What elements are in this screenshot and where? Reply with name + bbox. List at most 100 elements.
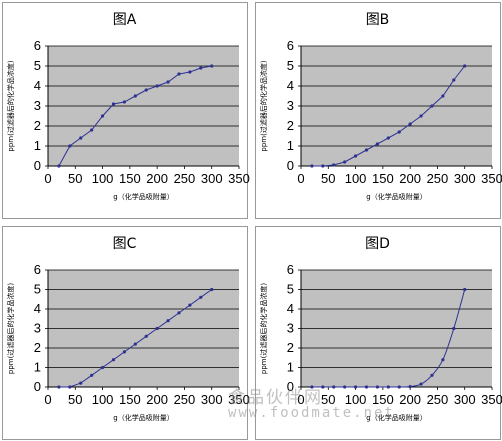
data-point [364,385,369,389]
x-axis-label: g（化学品吸附量） [366,413,426,422]
x-axis-label: g（化学品吸附量） [366,192,426,201]
data-point [166,80,170,84]
data-point [122,350,126,354]
x-tick-label: 100 [92,392,114,407]
data-point [210,287,214,292]
data-point [210,64,214,68]
y-tick-label: 0 [34,379,41,394]
x-tick-label: 150 [372,392,394,407]
x-tick-label: 100 [345,171,367,186]
y-axis-label: ppm(过滤器后的化学品浓度) [259,60,268,151]
y-tick-label: 5 [34,282,41,297]
chart-title: 图D [365,236,390,252]
y-tick-label: 6 [34,38,41,53]
data-point [90,373,94,377]
y-tick-label: 2 [34,340,41,355]
data-point [463,64,467,68]
y-tick-label: 5 [287,282,294,297]
y-tick-label: 3 [34,321,41,336]
data-point [332,163,336,167]
x-tick-label: 0 [44,392,51,407]
y-tick-label: 1 [287,360,294,375]
data-point [155,326,159,331]
x-tick-label: 350 [481,171,502,186]
data-point [343,160,347,164]
x-tick-label: 300 [454,171,476,186]
data-point [364,148,369,152]
data-point [441,94,445,98]
y-tick-label: 4 [34,78,41,93]
x-tick-label: 50 [68,392,82,407]
data-point [90,128,94,132]
y-tick-label: 5 [287,58,294,73]
data-point [353,385,358,389]
x-tick-label: 150 [119,392,141,407]
x-tick-label: 0 [297,392,304,407]
x-tick-label: 150 [372,171,394,186]
data-point [375,142,379,146]
data-point [199,295,203,299]
y-axis-label: ppm(过滤器后的化学品浓度) [6,60,15,151]
data-point [188,70,192,74]
data-point [321,164,325,168]
x-tick-label: 200 [146,171,168,186]
chart-title: 图A [113,12,137,28]
y-tick-label: 6 [287,262,294,277]
x-tick-label: 250 [174,171,196,186]
y-tick-label: 0 [287,379,294,394]
chart-panel-3: 0 1 2 3 4 5 6 0 50 100 150 200 250 300 350 图C g（化学品吸附量） p… [2,226,250,440]
x-tick-label: 300 [454,392,476,407]
y-tick-label: 3 [287,98,294,113]
data-point [133,342,137,346]
data-point [419,382,423,386]
x-tick-label: 50 [68,171,82,186]
data-point [452,326,456,331]
data-point [430,104,434,108]
data-point [430,373,434,377]
data-point [408,385,412,389]
data-point [386,136,390,140]
data-point [408,122,412,126]
x-tick-label: 250 [174,392,196,407]
data-point [79,136,83,140]
x-tick-label: 0 [44,171,51,186]
x-tick-label: 50 [321,392,335,407]
data-point [310,164,314,168]
data-point [68,144,72,148]
y-tick-label: 6 [287,38,294,53]
data-point [133,94,137,98]
x-tick-label: 300 [201,171,223,186]
data-point [166,319,170,323]
x-tick-label: 350 [228,171,250,186]
x-tick-label: 250 [427,171,449,186]
chart-panel-4: 0 1 2 3 4 5 6 0 50 100 150 200 250 300 350 图D g（化学品吸附量） p… [255,226,502,440]
data-point [386,385,390,389]
y-axis-label: ppm(过滤器后的化学品浓度) [6,283,15,374]
chart-panel-1: 0 1 2 3 4 5 6 0 50 100 150 200 250 300 350 图A g（化学品吸附量） p… [2,2,250,219]
x-tick-label: 100 [345,392,367,407]
data-point [343,385,347,389]
y-tick-label: 2 [287,118,294,133]
data-point [463,287,467,292]
data-point [68,385,72,389]
x-tick-label: 50 [321,171,335,186]
y-tick-label: 4 [34,301,41,316]
data-point [310,385,314,389]
x-tick-label: 350 [228,392,250,407]
chart-title: 图B [366,12,390,28]
x-tick-label: 350 [481,392,502,407]
y-tick-label: 2 [287,340,294,355]
y-tick-label: 2 [34,118,41,133]
y-tick-label: 4 [287,78,294,93]
y-tick-label: 0 [34,158,41,173]
chart-title: 图C [113,236,137,252]
data-point [111,102,116,106]
data-point [57,164,61,168]
x-tick-label: 300 [201,392,223,407]
data-point [155,84,159,88]
x-tick-label: 200 [399,171,421,186]
x-axis-label: g（化学品吸附量） [113,413,173,422]
data-point [199,66,203,70]
data-point [375,385,379,389]
